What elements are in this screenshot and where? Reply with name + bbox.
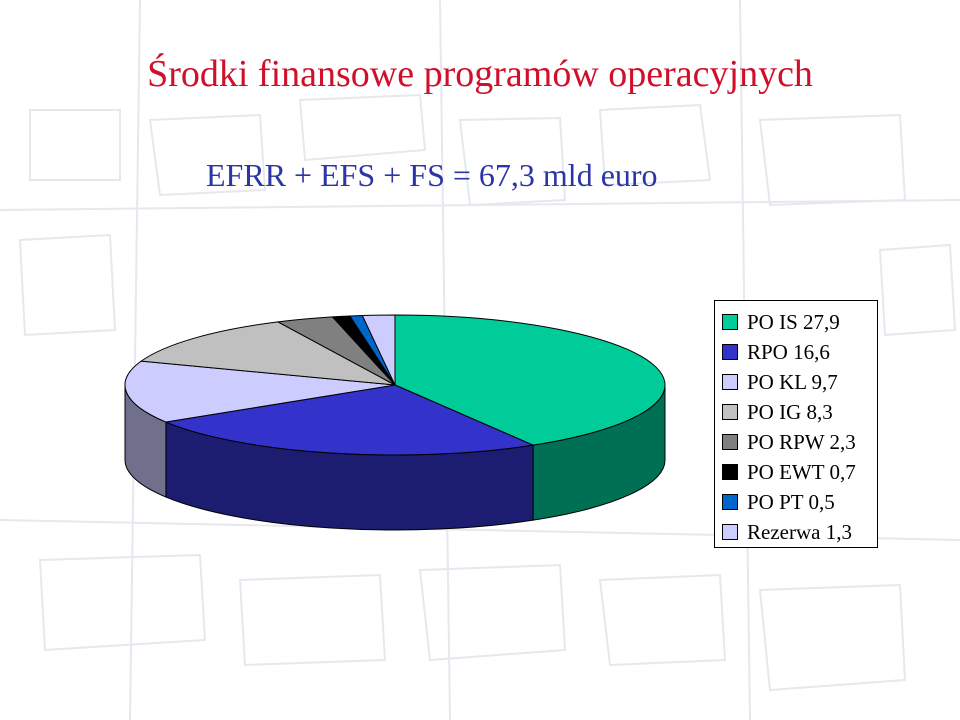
legend-swatch — [722, 404, 738, 420]
legend-swatch — [722, 314, 738, 330]
legend-swatch — [722, 344, 738, 360]
legend-swatch — [722, 434, 738, 450]
legend-label: PO IS 27,9 — [747, 309, 840, 334]
pie-tops — [124, 314, 666, 456]
page-subtitle: EFRR + EFS + FS = 67,3 mld euro — [206, 157, 658, 193]
legend-label: Rezerwa 1,3 — [747, 519, 852, 544]
legend-label: PO IG 8,3 — [747, 399, 833, 424]
legend-label: PO PT 0,5 — [747, 489, 835, 514]
pie-slice-po-is — [394, 314, 666, 446]
legend-item: RPO 16,6 — [722, 337, 877, 367]
pie-slice-rpo — [164, 384, 535, 456]
legend-swatch — [722, 494, 738, 510]
chart-legend: PO IS 27,9 RPO 16,6 PO KL 9,7 PO IG 8,3 PO R… — [714, 300, 878, 548]
legend-item: PO IG 8,3 — [722, 397, 877, 427]
legend-label: PO RPW 2,3 — [747, 429, 856, 454]
legend-swatch — [722, 464, 738, 480]
legend-item: Rezerwa 1,3 — [722, 517, 877, 547]
legend-item: PO IS 27,9 — [722, 307, 877, 337]
legend-label: PO EWT 0,7 — [747, 459, 856, 484]
pie-slice-rezerwa — [361, 314, 396, 386]
pie-slice-po-kl — [124, 360, 396, 423]
legend-item: PO KL 9,7 — [722, 367, 877, 397]
legend-swatch — [722, 524, 738, 540]
pie-slice-po-ig — [139, 321, 396, 386]
page-title: Środki finansowe programów operacyjnych — [147, 53, 813, 95]
legend-label: PO KL 9,7 — [747, 369, 838, 394]
legend-swatch — [722, 374, 738, 390]
legend-item: PO RPW 2,3 — [722, 427, 877, 457]
legend-item: PO PT 0,5 — [722, 487, 877, 517]
legend-label: RPO 16,6 — [747, 339, 830, 364]
legend-item: PO EWT 0,7 — [722, 457, 877, 487]
